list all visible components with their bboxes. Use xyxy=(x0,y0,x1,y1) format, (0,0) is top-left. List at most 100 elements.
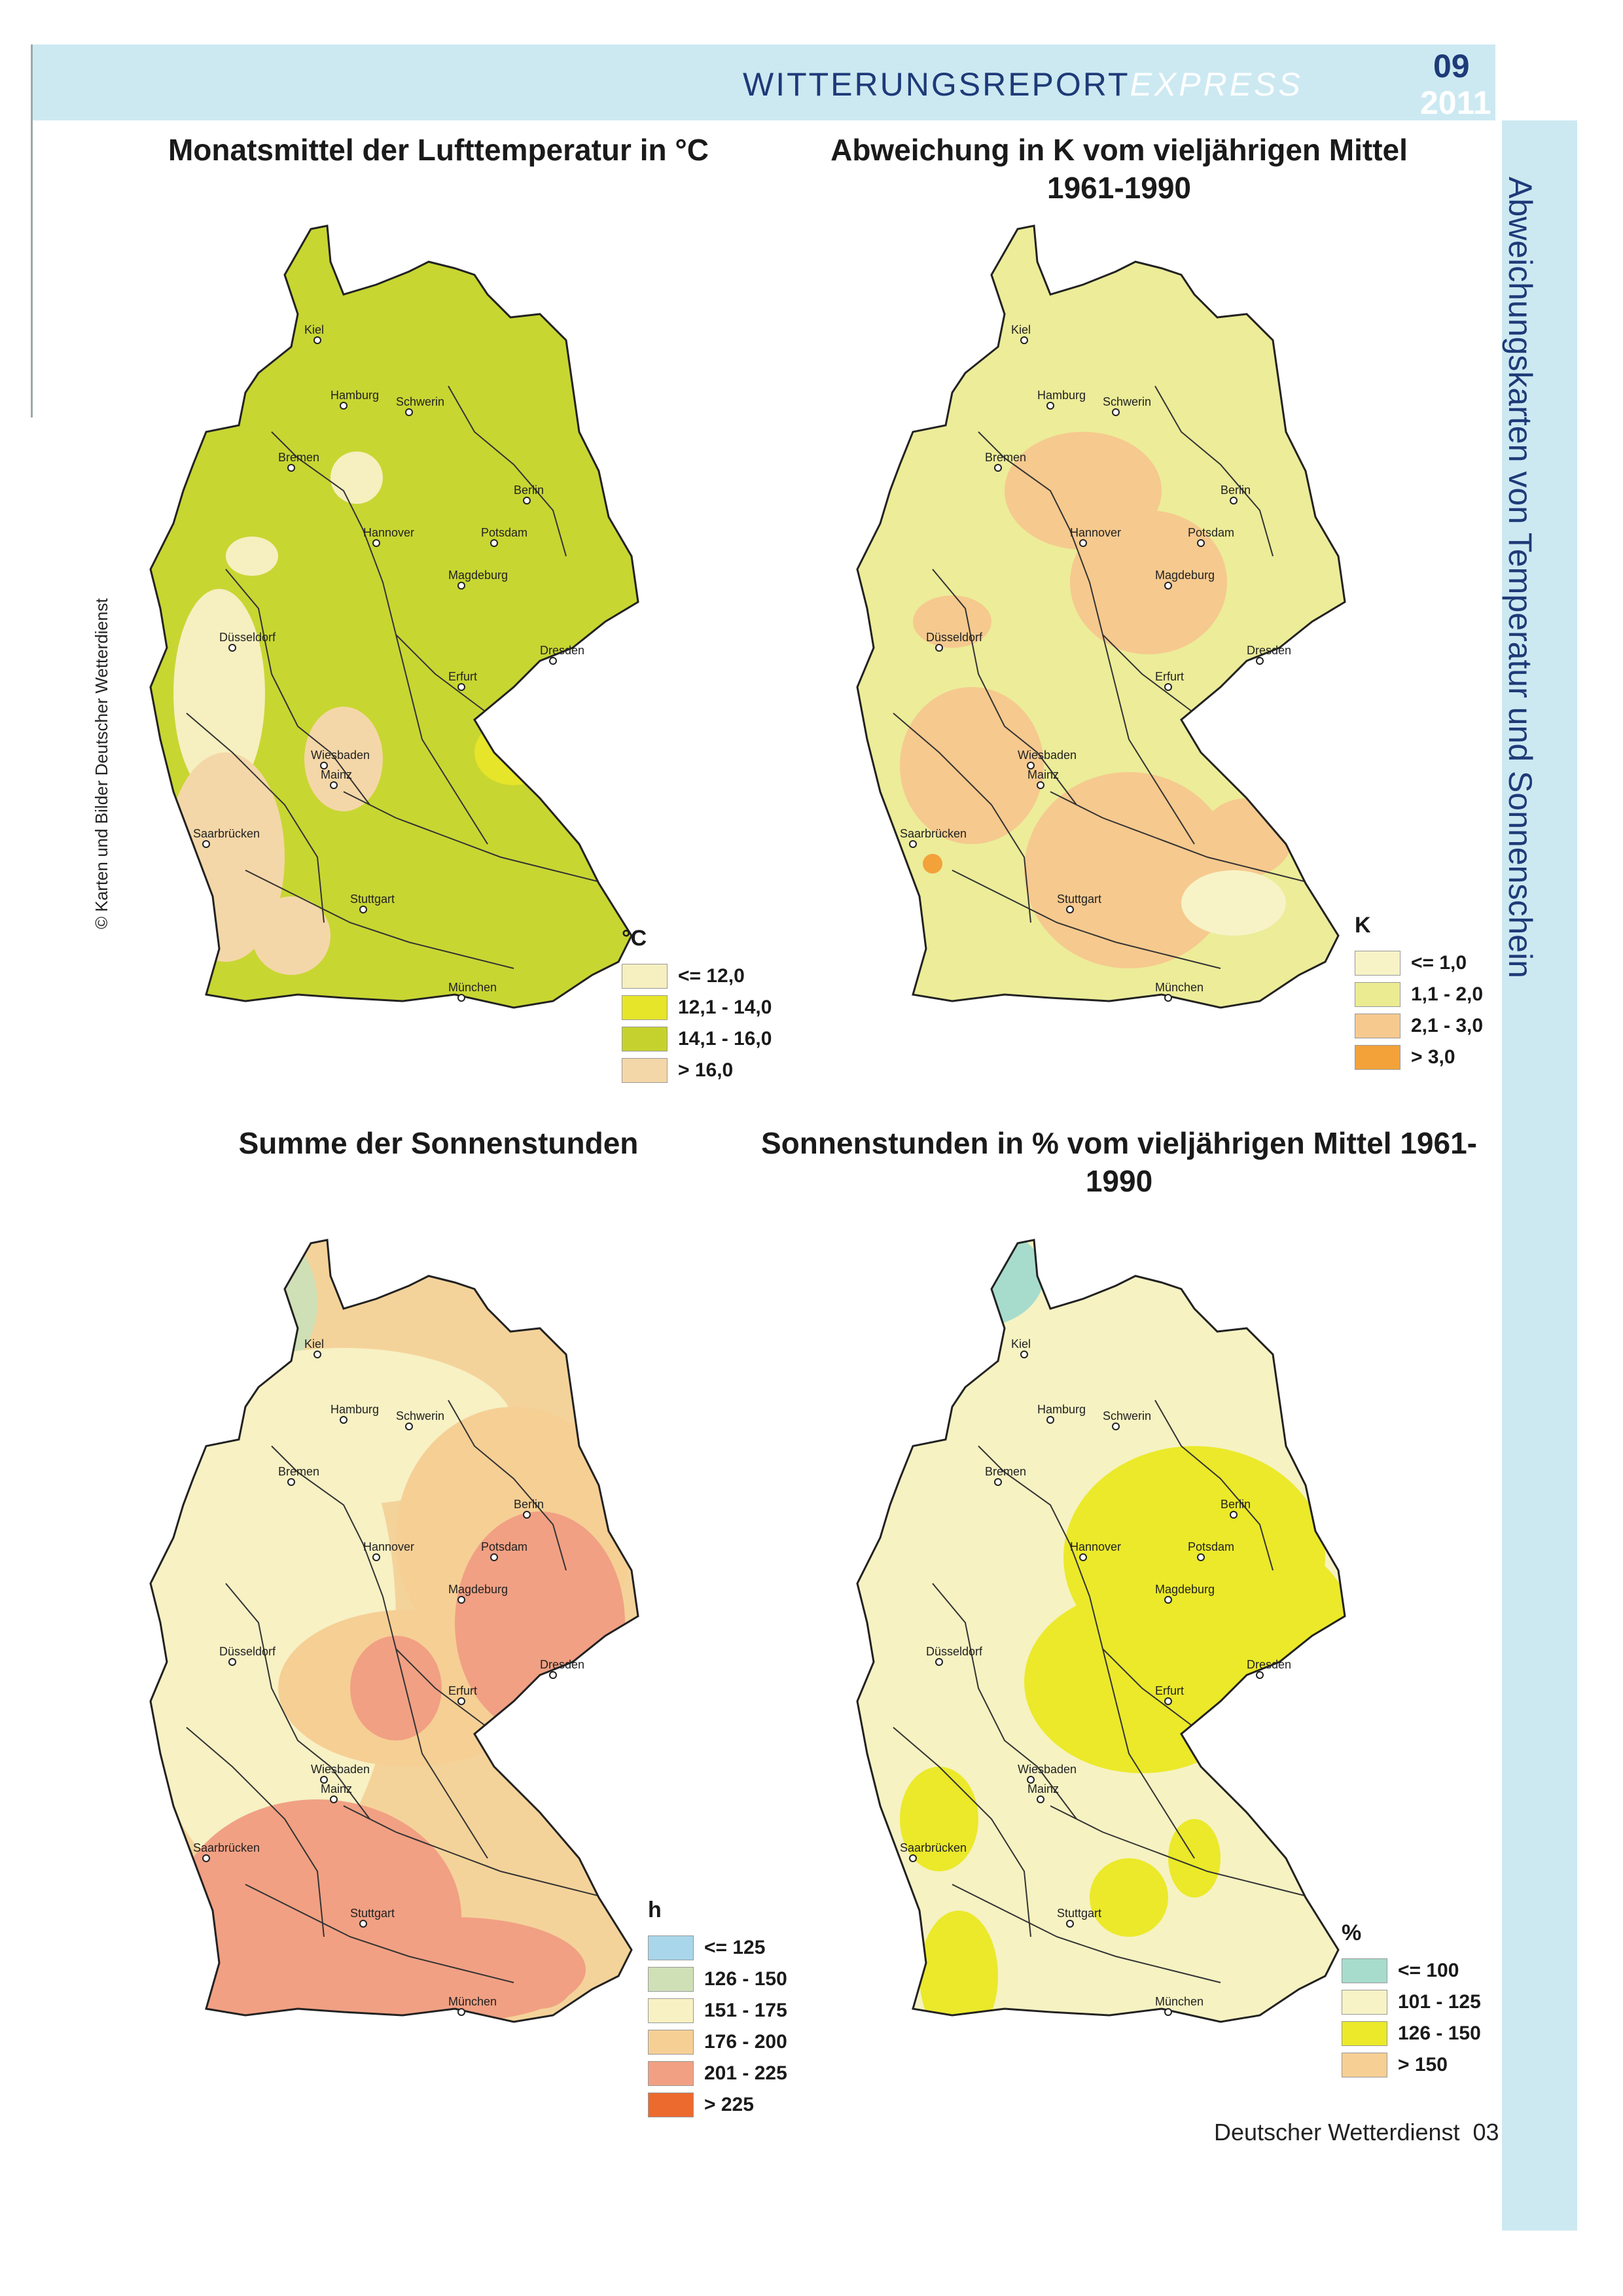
boundary-line xyxy=(225,569,370,805)
city-marker xyxy=(340,402,348,410)
value-region xyxy=(252,896,330,975)
city-label: Bremen xyxy=(278,1465,319,1478)
boundary-line xyxy=(893,1727,1031,1937)
city-marker xyxy=(1027,1776,1035,1784)
city-marker xyxy=(1164,994,1172,1002)
value-region xyxy=(173,589,265,798)
map-temperature: Kiel Hamburg Schwerin Bremen Berlin Hannover P… xyxy=(147,216,664,1080)
city-marker xyxy=(457,994,465,1002)
legend-swatch xyxy=(648,2061,694,2086)
legend-unit: °C xyxy=(622,926,647,951)
legend-unit: K xyxy=(1355,913,1371,938)
legend-swatch xyxy=(648,2093,694,2117)
city-label: Saarbrücken xyxy=(900,827,967,840)
legend-label: 201 - 225 xyxy=(704,2062,787,2084)
boundary-line xyxy=(186,713,325,923)
boundary-line xyxy=(1115,1701,1195,1859)
city-marker xyxy=(287,1478,295,1486)
city-marker xyxy=(313,1351,321,1358)
city-label: Potsdam xyxy=(1188,526,1234,539)
boundary-line xyxy=(1115,686,1195,845)
city-marker xyxy=(228,644,236,652)
value-region xyxy=(1201,798,1293,877)
city-label: Dresden xyxy=(1247,1658,1291,1671)
city-marker xyxy=(1112,408,1120,416)
boundary-line xyxy=(245,870,514,969)
city-label: Saarbrücken xyxy=(900,1841,967,1854)
legend-item: > 16,0 xyxy=(622,1055,772,1086)
legend-unit: % xyxy=(1342,1920,1362,1945)
city-marker xyxy=(523,497,531,504)
value-region xyxy=(304,707,383,811)
city-marker xyxy=(1027,762,1035,769)
legend-sunshine: h <= 125 126 - 150 151 - 175 176 - 200 201 - … xyxy=(648,1898,787,2121)
boundary-line xyxy=(932,569,1077,805)
city-marker xyxy=(1066,1920,1074,1928)
value-region xyxy=(1070,510,1227,654)
boundary-line xyxy=(448,1400,567,1571)
city-marker xyxy=(372,539,380,547)
city-label: Stuttgart xyxy=(350,1907,395,1920)
issue-year: 2011 xyxy=(1420,84,1491,121)
city-marker xyxy=(405,1422,413,1430)
legend-label: 1,1 - 2,0 xyxy=(1411,983,1484,1005)
city-marker xyxy=(287,464,295,472)
city-marker xyxy=(1164,1697,1172,1705)
legend-temperature-anomaly: K <= 1,0 1,1 - 2,0 2,1 - 3,0 > 3,0 xyxy=(1355,913,1483,1073)
map-sunshine-percent: Kiel Hamburg Schwerin Bremen Berlin Hannover P… xyxy=(854,1230,1371,2094)
legend-item: 101 - 125 xyxy=(1342,1987,1481,2018)
city-label: Hannover xyxy=(363,1540,414,1553)
city-label: Hamburg xyxy=(1037,389,1086,402)
value-region xyxy=(160,1937,317,2015)
city-marker xyxy=(1079,539,1087,547)
legend-label: 101 - 125 xyxy=(1398,1991,1481,2013)
value-region xyxy=(900,687,1044,844)
legend-temperature: °C <= 12,0 12,1 - 14,0 14,1 - 16,0 > 16,0 xyxy=(622,926,772,1086)
legend-item: 2,1 - 3,0 xyxy=(1355,1010,1483,1042)
city-marker xyxy=(457,2008,465,2016)
city-marker xyxy=(935,644,943,652)
boundary-line xyxy=(893,713,1031,923)
legend-item: 176 - 200 xyxy=(648,2026,787,2058)
map-sunshine: Kiel Hamburg Schwerin Bremen Berlin Hannover P… xyxy=(147,1230,664,2094)
city-label: Düsseldorf xyxy=(219,631,276,644)
city-label: Bremen xyxy=(985,1465,1026,1478)
boundary-line xyxy=(408,1701,488,1859)
legend-label: > 16,0 xyxy=(678,1059,734,1081)
value-region xyxy=(900,1767,978,1871)
city-label: Stuttgart xyxy=(1057,892,1101,906)
city-marker xyxy=(228,1658,236,1666)
city-label: München xyxy=(448,981,497,994)
value-region xyxy=(507,1956,573,2009)
report-title-suffix: EXPRESS xyxy=(1130,66,1303,103)
city-label: Düsseldorf xyxy=(926,1645,983,1658)
side-band xyxy=(1502,120,1577,2231)
city-label: Düsseldorf xyxy=(219,1645,276,1658)
boundary-line xyxy=(952,1884,1221,1983)
city-label: Bremen xyxy=(985,451,1026,464)
city-label: Potsdam xyxy=(481,1540,527,1553)
city-label: Düsseldorf xyxy=(926,631,983,644)
city-label: Kiel xyxy=(304,323,324,336)
boundary-line xyxy=(343,791,606,884)
city-label: Erfurt xyxy=(1155,1684,1184,1697)
city-marker xyxy=(313,336,321,344)
city-label: Magdeburg xyxy=(1155,569,1215,582)
city-marker xyxy=(1230,1511,1238,1519)
city-marker xyxy=(330,781,338,789)
legend-label: 126 - 150 xyxy=(704,1968,787,1990)
boundary-line xyxy=(245,1884,514,1983)
city-label: Stuttgart xyxy=(1057,1907,1101,1920)
city-marker xyxy=(340,1416,348,1424)
side-title: Abweichungskarten von Temperatur und Son… xyxy=(1502,177,1539,978)
city-marker xyxy=(909,840,917,848)
city-label: Berlin xyxy=(514,484,544,497)
city-label: Mainz xyxy=(1027,1782,1059,1795)
legend-swatch xyxy=(648,1967,694,1992)
city-label: Mainz xyxy=(1027,768,1059,781)
city-label: Dresden xyxy=(1247,644,1291,657)
legend-swatch xyxy=(1355,1014,1400,1038)
city-label: München xyxy=(1155,1995,1204,2008)
city-marker xyxy=(1020,336,1028,344)
value-region xyxy=(350,1636,442,1740)
